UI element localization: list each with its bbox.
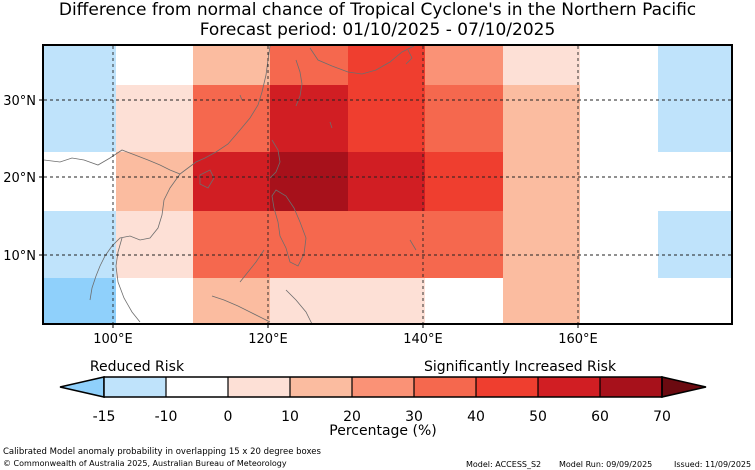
cell xyxy=(193,46,270,85)
footer-copyright: © Commonwealth of Australia 2025, Austra… xyxy=(3,459,287,468)
colorbar-high-extension xyxy=(661,376,707,398)
colorbar-bin xyxy=(352,377,414,397)
cell xyxy=(580,152,732,211)
colorbar-tick: 20 xyxy=(343,409,361,425)
cell xyxy=(580,46,658,85)
cell xyxy=(193,85,270,152)
colorbar-tick: -10 xyxy=(155,409,178,425)
colorbar-tick: 10 xyxy=(281,409,299,425)
footer-model: Model: ACCESS_S2 xyxy=(466,460,542,469)
cell xyxy=(580,278,732,324)
coastlines xyxy=(43,45,417,325)
cell xyxy=(44,211,116,278)
colorbar-axis-label: Percentage (%) xyxy=(329,423,436,439)
anomaly-grid xyxy=(44,46,732,324)
cell xyxy=(503,46,580,85)
cell xyxy=(425,278,503,324)
footer-note: Calibrated Model anomaly probability in … xyxy=(3,447,321,457)
forecast-period: Forecast period: 01/10/2025 - 07/10/2025 xyxy=(199,20,556,40)
cell xyxy=(658,85,732,152)
graticule xyxy=(44,46,732,324)
cell xyxy=(116,211,193,278)
lat-label-20n: 20°N xyxy=(3,171,36,186)
colorbar-bin xyxy=(166,377,228,397)
cell xyxy=(270,85,348,152)
colorbar-tick: 60 xyxy=(591,409,609,425)
map-title: Difference from normal chance of Tropica… xyxy=(58,0,697,20)
colorbar-bin xyxy=(600,377,662,397)
lon-label-160e: 160°E xyxy=(558,332,598,347)
colorbar-bin xyxy=(290,377,352,397)
cell xyxy=(580,211,658,278)
lat-label-10n: 10°N xyxy=(3,249,36,264)
cell xyxy=(658,46,732,85)
colorbar-low-extension xyxy=(59,376,105,398)
colorbar-bin xyxy=(538,377,600,397)
colorbar-tick: -15 xyxy=(93,409,116,425)
footer-issued: Issued: 11/09/2025 xyxy=(674,460,752,469)
cell xyxy=(193,211,503,278)
colorbar-tick: 40 xyxy=(467,409,485,425)
colorbar-bin xyxy=(476,377,538,397)
reduced-risk-label: Reduced Risk xyxy=(90,359,185,375)
colorbar-tick: 50 xyxy=(529,409,547,425)
cell xyxy=(193,152,270,211)
cell xyxy=(348,152,425,211)
lat-label-30n: 30°N xyxy=(3,94,36,109)
increased-risk-label: Significantly Increased Risk xyxy=(424,359,617,375)
cell xyxy=(425,85,503,152)
cell xyxy=(503,211,580,278)
lon-label-100e: 100°E xyxy=(93,332,133,347)
colorbar-bin xyxy=(228,377,290,397)
colorbar-bin xyxy=(104,377,166,397)
colorbar-tick: 30 xyxy=(405,409,423,425)
cell xyxy=(116,278,193,324)
cell xyxy=(193,278,270,324)
lon-label-140e: 140°E xyxy=(403,332,443,347)
cell xyxy=(425,46,503,85)
colorbar: Reduced Risk Significantly Increased Ris… xyxy=(59,359,707,439)
cell xyxy=(44,46,116,85)
colorbar-bin xyxy=(414,377,476,397)
cell xyxy=(658,211,732,278)
colorbar-tick: 0 xyxy=(224,409,233,425)
lon-label-120e: 120°E xyxy=(248,332,288,347)
cell xyxy=(44,278,116,324)
cell xyxy=(270,278,425,324)
cell xyxy=(270,152,348,211)
footer-run: Model Run: 09/09/2025 xyxy=(559,460,653,469)
cell xyxy=(348,85,425,152)
cell xyxy=(44,85,116,152)
cell xyxy=(503,152,580,211)
cell xyxy=(580,85,658,152)
cell xyxy=(116,46,193,85)
colorbar-tick: 70 xyxy=(653,409,671,425)
map-frame xyxy=(42,44,733,325)
cell xyxy=(116,85,193,152)
cell xyxy=(348,46,425,85)
cell xyxy=(116,152,193,211)
cell xyxy=(503,85,580,152)
cell xyxy=(503,278,580,324)
cell xyxy=(425,152,503,211)
